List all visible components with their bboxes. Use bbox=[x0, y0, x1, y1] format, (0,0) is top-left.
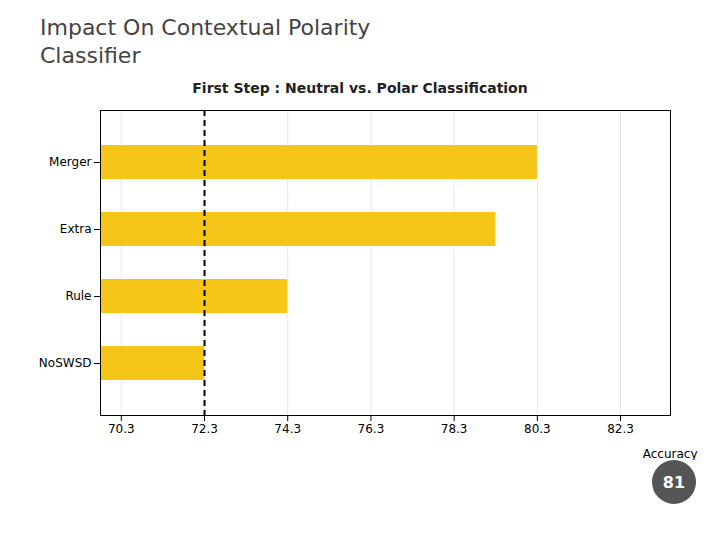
svg-text:Rule: Rule bbox=[65, 289, 91, 303]
svg-text:74.3: 74.3 bbox=[274, 422, 301, 436]
svg-text:72.3: 72.3 bbox=[191, 422, 218, 436]
svg-text:NoSWSD: NoSWSD bbox=[39, 356, 92, 370]
html-text:First Step : Neutral vs. Polar: First Step : Neutral vs. Polar Classific… bbox=[192, 80, 528, 96]
svg-text:Merger: Merger bbox=[49, 155, 91, 169]
html-text:Impact On Contextual Polarity: Impact On Contextual Polarity Classifier bbox=[40, 15, 371, 68]
html-text:81: 81 bbox=[662, 472, 686, 492]
svg-text:78.3: 78.3 bbox=[441, 422, 468, 436]
svg-text:70.3: 70.3 bbox=[108, 422, 135, 436]
svg-text:80.3: 80.3 bbox=[524, 422, 551, 436]
svg-text:Accuracy: Accuracy bbox=[643, 447, 698, 461]
svg-text:82.3: 82.3 bbox=[607, 422, 634, 436]
svg-text:76.3: 76.3 bbox=[358, 422, 385, 436]
svg-text:Extra: Extra bbox=[60, 222, 92, 236]
